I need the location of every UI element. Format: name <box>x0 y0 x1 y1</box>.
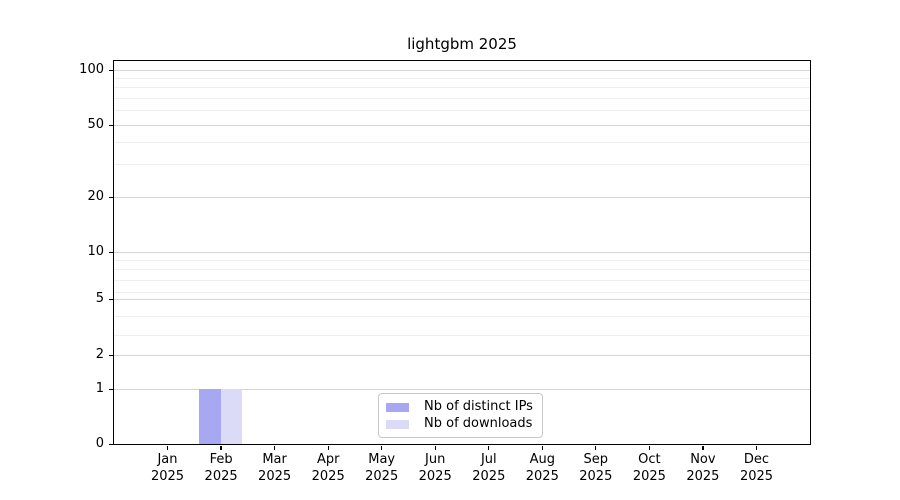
major-gridline <box>113 388 810 390</box>
x-tick-month: Sep <box>583 452 609 467</box>
x-tick-mark <box>702 445 704 450</box>
major-gridline <box>113 196 810 198</box>
x-tick-label: Jan 2025 <box>138 452 198 485</box>
x-tick-year: 2025 <box>525 468 559 484</box>
x-tick-label: Aug 2025 <box>512 452 572 485</box>
y-tick-mark <box>108 196 113 198</box>
x-tick-mark <box>327 445 329 450</box>
x-tick-label: Oct 2025 <box>619 452 679 485</box>
x-tick-year: 2025 <box>150 468 185 484</box>
minor-gridline <box>113 279 810 281</box>
minor-gridline <box>113 97 810 99</box>
y-tick-label: 10 <box>87 244 104 259</box>
x-tick-label: Sep 2025 <box>566 452 626 485</box>
x-tick-mark <box>220 445 222 450</box>
x-tick-month: Apr <box>316 452 340 467</box>
x-tick-label: Dec 2025 <box>727 452 787 485</box>
x-tick-mark <box>434 445 436 450</box>
legend-label-downloads: Nb of downloads <box>424 416 533 431</box>
x-tick-year: 2025 <box>632 468 666 484</box>
major-gridline <box>113 354 810 356</box>
y-tick-label: 5 <box>95 291 104 306</box>
x-tick-month: Jan <box>157 452 178 467</box>
major-gridline <box>113 124 810 126</box>
x-tick-year: 2025 <box>739 468 774 484</box>
minor-gridline <box>113 109 810 111</box>
major-gridline <box>113 251 810 253</box>
x-tick-month: Nov <box>690 452 716 467</box>
x-tick-year: 2025 <box>472 468 506 484</box>
x-tick-month: Feb <box>209 452 233 467</box>
x-tick-mark <box>541 445 543 450</box>
x-tick-label: May 2025 <box>352 452 412 485</box>
x-tick-year: 2025 <box>686 468 720 484</box>
legend-swatch-distinct-ips <box>386 402 409 412</box>
major-gridline <box>113 69 810 71</box>
x-tick-month: Aug <box>529 452 555 467</box>
x-tick-month: Dec <box>743 452 770 467</box>
x-tick-label: Jul 2025 <box>459 452 519 485</box>
x-tick-year: 2025 <box>365 468 399 484</box>
y-tick-label: 20 <box>87 189 104 204</box>
minor-gridline <box>113 141 810 143</box>
minor-gridline <box>113 334 810 336</box>
minor-gridline <box>113 87 810 88</box>
y-tick-label: 100 <box>79 62 104 77</box>
y-tick-mark <box>108 443 113 445</box>
y-tick-mark <box>108 251 113 253</box>
y-tick-mark <box>108 298 113 300</box>
y-tick-label: 1 <box>95 381 104 396</box>
x-tick-label: Mar 2025 <box>245 452 305 485</box>
x-tick-month: Jun <box>425 452 446 467</box>
x-tick-mark <box>595 445 597 450</box>
x-tick-mark <box>755 445 758 450</box>
minor-gridline <box>113 269 810 270</box>
x-tick-month: May <box>368 452 396 467</box>
legend: Nb of distinct IPs Nb of downloads <box>378 393 543 438</box>
x-tick-year: 2025 <box>418 468 452 484</box>
x-tick-year: 2025 <box>258 468 292 484</box>
legend-item: Nb of downloads <box>386 416 533 432</box>
legend-label-distinct-ips: Nb of distinct IPs <box>424 399 533 414</box>
minor-gridline <box>113 77 810 79</box>
x-tick-mark <box>166 445 169 450</box>
minor-gridline <box>113 259 810 261</box>
x-tick-label: Nov 2025 <box>673 452 733 485</box>
plot-area <box>112 59 811 445</box>
y-tick-mark <box>108 124 113 126</box>
y-tick-label: 2 <box>95 347 104 362</box>
bar-distinct-ips <box>199 388 221 444</box>
legend-item: Nb of distinct IPs <box>386 399 533 415</box>
x-tick-mark <box>273 445 276 450</box>
x-tick-year: 2025 <box>204 468 238 484</box>
x-tick-year: 2025 <box>311 468 345 484</box>
minor-gridline <box>113 291 810 293</box>
legend-swatch-downloads <box>386 419 409 429</box>
y-tick-label: 50 <box>87 117 104 132</box>
x-tick-mark <box>488 445 490 450</box>
y-tick-mark <box>108 69 113 71</box>
x-tick-mark <box>381 445 383 450</box>
x-tick-label: Feb 2025 <box>191 452 251 485</box>
y-tick-mark <box>108 354 113 356</box>
y-tick-label: 0 <box>95 436 104 451</box>
x-tick-year: 2025 <box>579 468 613 484</box>
chart-title: lightgbm 2025 <box>407 35 517 53</box>
minor-gridline <box>113 164 810 166</box>
x-tick-label: Apr 2025 <box>298 452 358 485</box>
x-tick-month: Oct <box>638 452 661 467</box>
x-tick-month: Jul <box>480 452 497 467</box>
y-tick-mark <box>108 388 113 390</box>
x-tick-label: Jun 2025 <box>405 452 465 485</box>
x-tick-month: Mar <box>262 452 287 467</box>
major-gridline <box>113 298 810 300</box>
x-tick-mark <box>648 445 651 450</box>
bar-downloads <box>220 388 242 444</box>
minor-gridline <box>113 315 810 317</box>
